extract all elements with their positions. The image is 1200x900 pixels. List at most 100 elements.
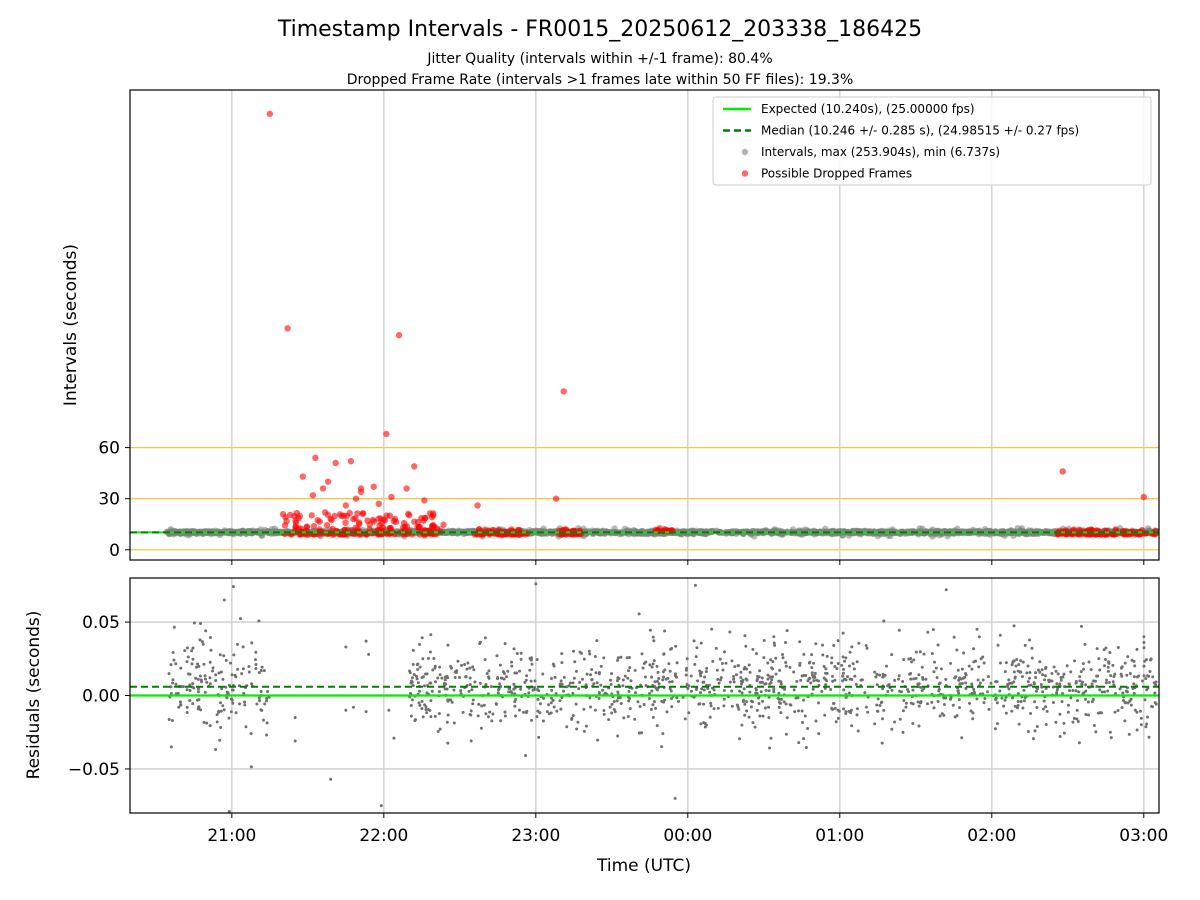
residual-point (222, 598, 226, 602)
residual-point (722, 704, 726, 708)
residual-point (881, 675, 885, 679)
residual-point (747, 715, 751, 719)
residual-point (1035, 687, 1039, 691)
residual-point (293, 716, 297, 720)
residual-point (626, 676, 630, 680)
residual-point (704, 723, 708, 727)
residual-point (1021, 660, 1025, 664)
residual-point (667, 662, 671, 666)
residual-point (1071, 720, 1075, 724)
bottom-y-tick-label: −0.05 (68, 760, 120, 780)
legend-label: Possible Dropped Frames (761, 167, 912, 181)
top-axes-frame (129, 89, 1160, 561)
dropped-frame-point (414, 518, 422, 526)
residual-point (608, 705, 612, 709)
residual-point (758, 669, 762, 673)
residual-point (198, 622, 202, 626)
residual-point (754, 652, 758, 656)
residual-point (203, 674, 207, 678)
residual-point (962, 651, 966, 655)
residual-point (953, 715, 957, 719)
residual-point (171, 681, 175, 685)
residual-point (1050, 679, 1054, 683)
residual-point (957, 676, 961, 680)
residual-point (1142, 674, 1146, 678)
residual-point (789, 703, 793, 707)
residual-point (452, 721, 456, 725)
residual-point (695, 646, 699, 650)
residual-point (684, 673, 688, 677)
residual-point (1135, 728, 1139, 732)
dropped-frame-point (287, 511, 294, 519)
residual-point (459, 689, 463, 693)
dropped-frame-point (360, 510, 367, 517)
residual-point (1026, 664, 1030, 668)
residual-point (571, 691, 575, 695)
residual-point (208, 724, 212, 728)
residual-point (247, 664, 251, 668)
residual-point (663, 668, 667, 672)
residual-point (191, 682, 195, 686)
residual-point (621, 678, 625, 682)
residual-point (1083, 642, 1087, 646)
residual-point (846, 675, 850, 679)
residual-point (1041, 690, 1045, 694)
residual-point (1141, 679, 1145, 683)
residual-point (847, 691, 851, 695)
residual-point (784, 641, 788, 645)
residual-point (432, 656, 436, 660)
residual-point (886, 684, 890, 688)
residual-point (1098, 668, 1102, 672)
residual-point (1061, 675, 1065, 679)
residual-point (203, 690, 207, 694)
residual-point (640, 731, 644, 735)
residual-point (433, 664, 437, 668)
residual-point (1011, 659, 1015, 663)
residual-point (188, 699, 192, 703)
residual-point (1121, 691, 1125, 695)
residual-point (1007, 678, 1011, 682)
residual-point (1003, 670, 1007, 674)
residual-point (518, 708, 522, 712)
residual-point (512, 682, 516, 686)
interval-point (611, 525, 618, 532)
residual-point (1012, 670, 1016, 674)
residual-point (468, 683, 472, 687)
residual-point (195, 698, 199, 702)
residual-point (757, 702, 761, 706)
residual-point (194, 676, 198, 680)
residual-point (1145, 722, 1149, 726)
residual-point (1047, 678, 1051, 682)
dropped-frame-point (310, 522, 318, 530)
residual-point (1125, 673, 1129, 677)
residual-point (265, 733, 269, 737)
residual-point (844, 656, 848, 660)
residual-point (530, 718, 534, 722)
residual-point (234, 711, 238, 715)
residual-point (187, 672, 191, 676)
residual-point (822, 676, 826, 680)
residual-point (581, 677, 585, 681)
residual-point (1066, 710, 1070, 714)
residual-point (1029, 683, 1033, 687)
residual-point (837, 709, 841, 713)
residual-point (528, 668, 532, 672)
residual-point (1052, 665, 1056, 669)
residual-point (641, 666, 645, 670)
residual-point (1044, 665, 1048, 669)
residual-point (420, 636, 424, 640)
dropped-frame-point (440, 521, 447, 528)
residual-point (958, 682, 962, 686)
x-axis-label: Time (UTC) (596, 856, 691, 876)
residual-point (1034, 676, 1038, 680)
residual-point (570, 717, 574, 721)
residual-point (225, 696, 229, 700)
residual-point (1139, 723, 1143, 727)
residual-point (217, 671, 221, 675)
residual-point (236, 667, 240, 671)
residual-point (1000, 696, 1004, 700)
residual-point (1035, 706, 1039, 710)
residual-point (440, 676, 444, 680)
residual-point (502, 672, 506, 676)
residual-point (794, 696, 798, 700)
